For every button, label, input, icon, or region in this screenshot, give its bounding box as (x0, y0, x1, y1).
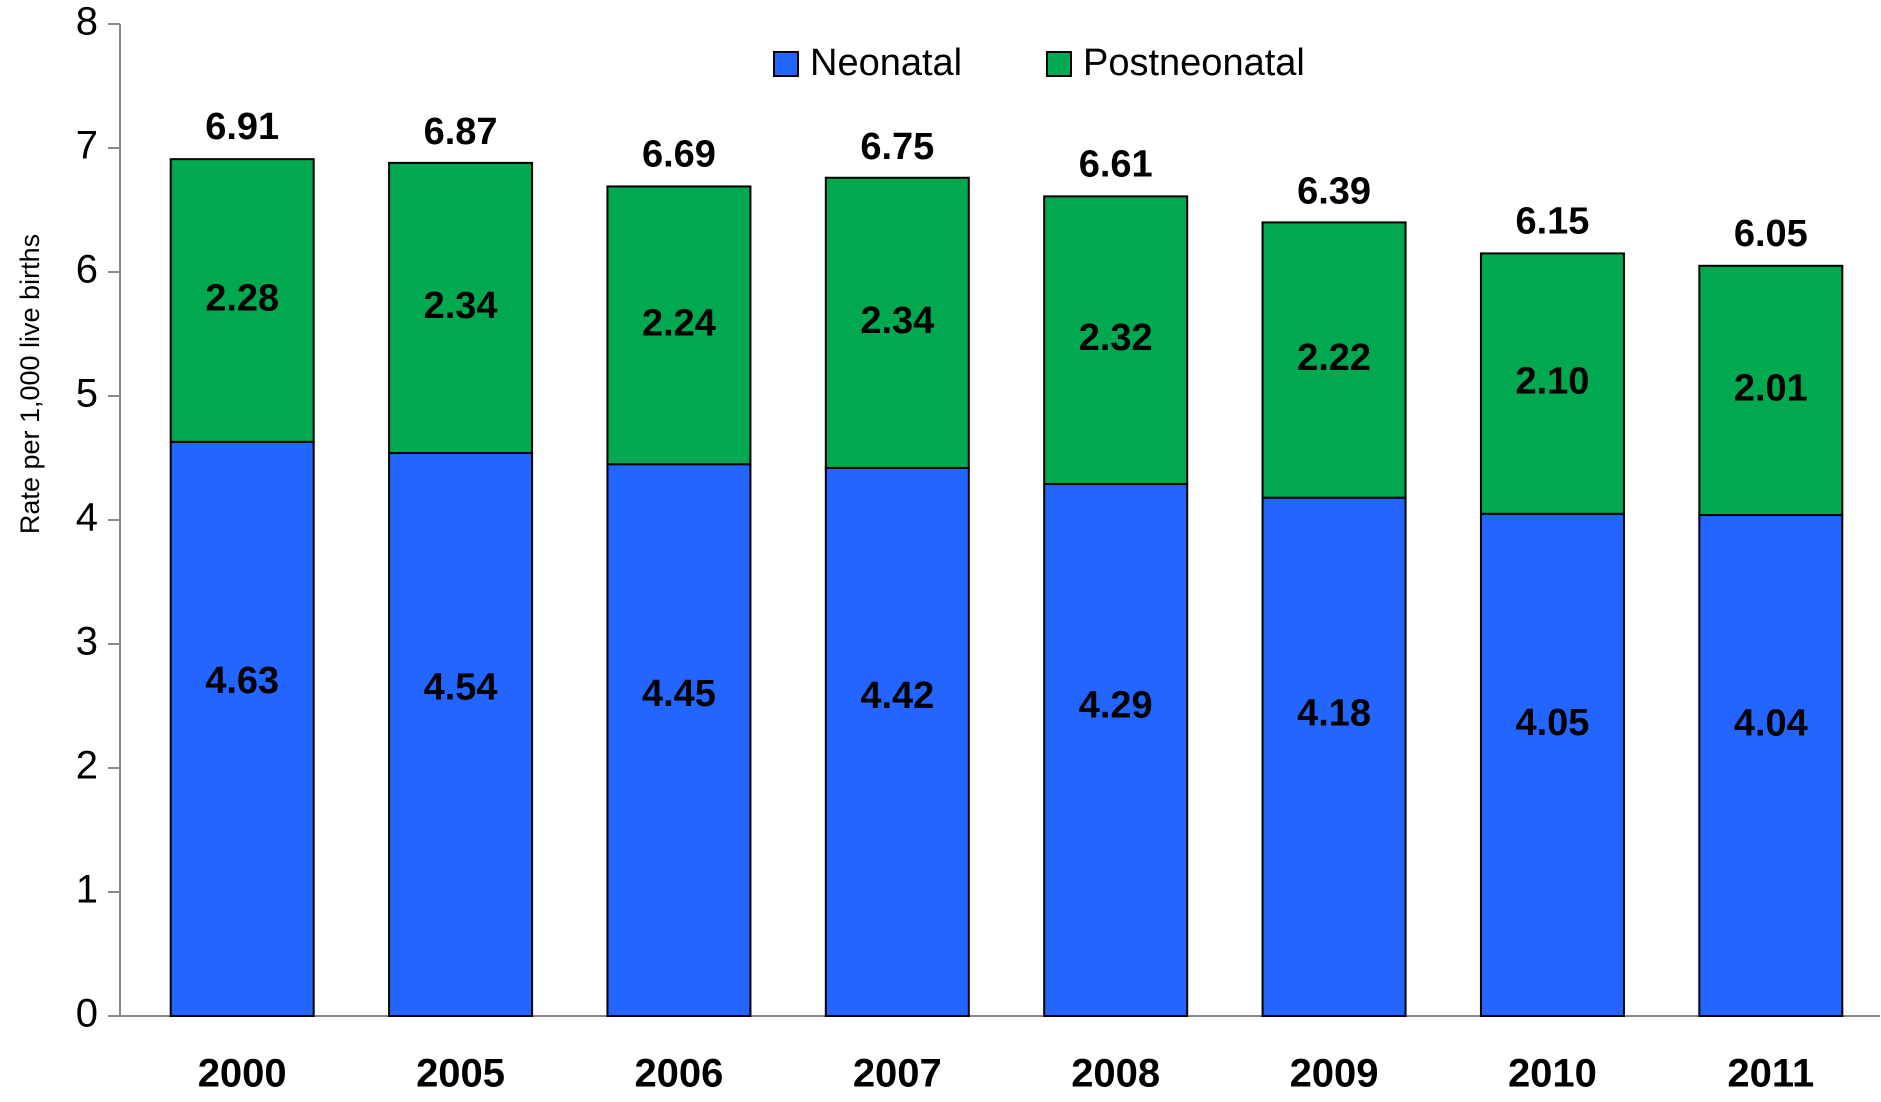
x-tick-label: 2005 (416, 1052, 505, 1096)
total-label: 6.75 (860, 126, 934, 168)
data-label: 4.05 (1515, 702, 1589, 744)
x-tick-label: 2009 (1290, 1052, 1379, 1096)
x-tick-label: 2011 (1727, 1052, 1814, 1096)
legend-swatch (1046, 51, 1072, 77)
bar-segment (1261, 496, 1407, 1017)
total-label: 6.87 (424, 111, 498, 153)
total-label: 6.15 (1515, 200, 1589, 242)
legend-label: Postneonatal (1083, 42, 1305, 84)
y-tick-label: 5 (76, 372, 98, 416)
data-label: 4.54 (424, 667, 498, 709)
y-tick-label: 2 (76, 744, 98, 788)
x-tick-label: 2006 (634, 1052, 723, 1096)
y-tick-label: 1 (76, 868, 98, 912)
data-label: 2.22 (1297, 337, 1371, 379)
bar-segment (606, 185, 752, 466)
bar-segment (1043, 483, 1189, 1018)
y-axis-label: Rate per 1,000 live births (15, 234, 45, 534)
data-label: 2.32 (1079, 317, 1153, 359)
data-label: 4.42 (860, 675, 934, 717)
data-label: 2.01 (1734, 367, 1808, 409)
x-tick-label: 2008 (1071, 1052, 1160, 1096)
data-label: 2.24 (642, 302, 716, 344)
bar-segment (1479, 252, 1625, 515)
legend-swatch (773, 51, 799, 77)
total-label: 6.05 (1734, 213, 1808, 255)
data-label: 4.45 (642, 673, 716, 715)
y-tick-label: 3 (76, 620, 98, 664)
total-label: 6.39 (1297, 171, 1371, 213)
total-label: 6.69 (642, 133, 716, 175)
x-tick-label: 2010 (1508, 1052, 1597, 1096)
total-label: 6.91 (205, 106, 279, 148)
x-tick-label: 2007 (853, 1052, 942, 1096)
bar-segment (1261, 221, 1407, 499)
bar-segment (169, 440, 315, 1017)
data-label: 4.04 (1734, 702, 1808, 744)
data-label: 4.18 (1297, 692, 1371, 734)
y-tick-label: 7 (76, 124, 98, 168)
data-label: 4.63 (205, 660, 279, 702)
y-tick-label: 8 (76, 0, 98, 44)
bar-segment (824, 466, 970, 1018)
data-label: 2.10 (1515, 361, 1589, 403)
bar-segment (388, 452, 534, 1018)
bar-segment (1479, 512, 1625, 1017)
bar-segment (169, 158, 315, 443)
y-tick-label: 6 (76, 248, 98, 292)
data-label: 2.28 (205, 278, 279, 320)
legend-label: Neonatal (810, 42, 962, 84)
bar-segment (1043, 195, 1189, 486)
bar-segment (388, 161, 534, 455)
data-label: 4.29 (1079, 684, 1153, 726)
total-label: 6.61 (1079, 143, 1153, 185)
bar-segment (1698, 264, 1844, 517)
bar-segment (1698, 514, 1844, 1017)
bar-segment (824, 176, 970, 469)
data-label: 2.34 (860, 300, 934, 342)
data-label: 2.34 (424, 285, 498, 327)
bar-segment (606, 463, 752, 1017)
y-tick-label: 0 (76, 992, 98, 1036)
x-tick-label: 2000 (198, 1052, 287, 1096)
y-tick-label: 4 (76, 496, 98, 540)
